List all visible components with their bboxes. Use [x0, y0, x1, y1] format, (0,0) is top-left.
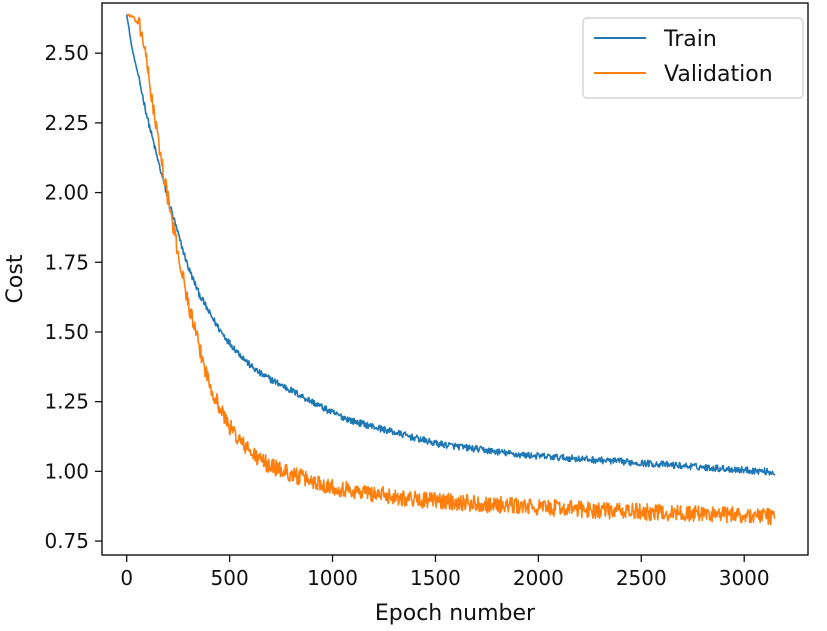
- x-tick-label: 1000: [307, 566, 358, 590]
- y-axis-ticks: 0.75 1.00 1.25 1.50 1.75 2.00 2.25 2.50: [44, 41, 102, 553]
- y-tick-label: 2.25: [44, 111, 89, 135]
- plot-frame: [101, 2, 809, 556]
- x-tick-label: 2500: [616, 566, 667, 590]
- legend-label-validation: Validation: [664, 62, 773, 87]
- y-tick-label: 1.75: [44, 250, 89, 274]
- legend-label-train: Train: [663, 27, 717, 52]
- y-tick-label: 0.75: [44, 529, 89, 553]
- y-axis-label: Cost: [3, 254, 28, 303]
- x-axis-ticks: 0 500 1000 1500 2000 2500 3000: [120, 555, 770, 590]
- x-tick-label: 2000: [513, 566, 564, 590]
- x-tick-label: 500: [211, 566, 249, 590]
- x-tick-label: 0: [120, 566, 133, 590]
- x-axis-label: Epoch number: [375, 601, 536, 626]
- y-tick-label: 1.25: [44, 390, 89, 414]
- series-line-train: [125, 14, 776, 476]
- y-tick-label: 1.00: [44, 459, 89, 483]
- y-tick-label: 1.50: [44, 320, 89, 344]
- series-lines: [125, 13, 776, 526]
- y-tick-label: 2.00: [44, 181, 89, 205]
- x-tick-label: 1500: [410, 566, 461, 590]
- legend: Train Validation: [582, 17, 804, 99]
- x-tick-label: 3000: [719, 566, 770, 590]
- series-line-validation: [126, 13, 776, 526]
- y-tick-label: 2.50: [44, 41, 89, 65]
